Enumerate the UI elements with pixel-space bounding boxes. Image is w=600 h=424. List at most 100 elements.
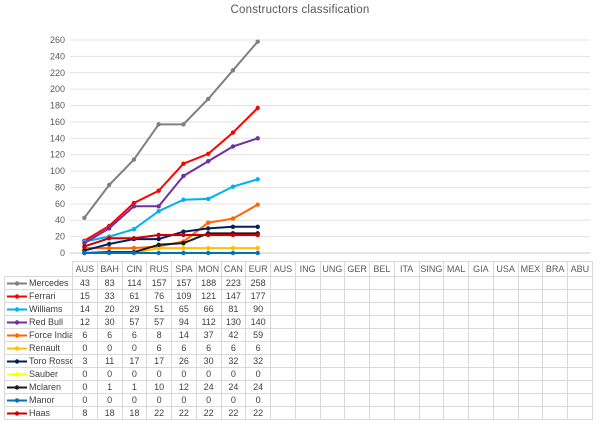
category-header-cell: EUR — [245, 261, 271, 277]
value-cell: 26 — [171, 354, 197, 368]
value-cell: 1 — [96, 380, 123, 394]
empty-cell — [344, 393, 370, 407]
data-point-marker — [156, 204, 161, 209]
y-axis-tick-label: 120 — [50, 150, 65, 160]
line-marker-icon — [14, 410, 20, 416]
empty-cell — [418, 302, 445, 316]
empty-cell — [542, 328, 568, 342]
data-point-marker — [181, 197, 186, 202]
data-point-marker — [230, 130, 236, 135]
value-cell: 0 — [195, 367, 222, 381]
value-cell: 20 — [96, 302, 123, 316]
value-cell: 17 — [121, 354, 148, 368]
empty-cell — [294, 406, 321, 420]
value-cell: 12 — [171, 380, 197, 394]
empty-cell — [492, 289, 519, 303]
value-cell: 114 — [121, 276, 148, 290]
data-point-marker — [230, 250, 236, 256]
data-point-marker — [181, 250, 186, 256]
empty-cell — [270, 315, 296, 329]
category-header-row: AUS BAH CIN RUS SPA MON CAN EUR AUS ING UNG GER BEL I… — [5, 261, 593, 277]
y-axis-tick-label: 180 — [50, 101, 65, 111]
empty-cell — [567, 406, 593, 420]
category-header-cell: MON — [195, 261, 222, 277]
series-legend-key-icon — [7, 358, 27, 364]
empty-cell — [369, 276, 395, 290]
table-row: Manor 0 0 0 0 0 0 0 0 — [4, 393, 593, 407]
empty-cell — [418, 406, 445, 420]
empty-cell — [294, 302, 321, 316]
data-point-marker — [255, 177, 260, 182]
empty-cell — [270, 276, 296, 290]
empty-cell — [468, 380, 494, 394]
data-point-marker — [106, 236, 112, 241]
data-point-marker — [156, 232, 161, 238]
empty-cell — [344, 289, 370, 303]
y-axis-tick-label: 0 — [60, 248, 65, 258]
empty-cell — [468, 406, 494, 420]
empty-cell — [517, 380, 544, 394]
value-cell: 0 — [96, 367, 123, 381]
series-name-label: Renault — [29, 342, 61, 353]
series-legend-cell: Sauber — [4, 367, 73, 381]
empty-cell — [443, 354, 469, 368]
category-header-cell: SPA — [171, 261, 197, 277]
data-point-marker — [230, 216, 236, 221]
value-cell: 76 — [146, 289, 172, 303]
value-cell: 0 — [72, 367, 98, 381]
value-cell: 121 — [195, 289, 222, 303]
data-point-marker — [181, 122, 186, 127]
value-cell: 10 — [146, 380, 172, 394]
data-point-marker — [131, 236, 137, 241]
series-line-haas — [83, 233, 259, 248]
data-point-marker — [82, 250, 87, 256]
series-legend-cell: Red Bull — [4, 315, 73, 329]
empty-cell — [369, 380, 395, 394]
value-cell: 0 — [195, 393, 222, 407]
empty-cell — [369, 289, 395, 303]
category-header-cell: BRA — [542, 261, 568, 277]
empty-cell — [517, 367, 544, 381]
data-point-marker — [230, 184, 236, 189]
empty-cell — [542, 315, 568, 329]
empty-cell — [517, 328, 544, 342]
series-legend-key-icon — [7, 332, 27, 338]
line-marker-icon — [14, 345, 20, 351]
data-point-marker — [205, 151, 211, 157]
empty-cell — [369, 367, 395, 381]
series-name-label: Mclaren — [29, 381, 62, 392]
value-cell: 0 — [72, 393, 98, 407]
table-row: Ferrari 15 33 61 76 109 121 147 177 — [4, 289, 593, 303]
category-header-cell: USA — [492, 261, 519, 277]
value-cell: 140 — [245, 315, 271, 329]
data-point-marker — [156, 250, 161, 256]
empty-cell — [492, 328, 519, 342]
empty-cell — [393, 380, 420, 394]
value-cell: 0 — [220, 367, 247, 381]
value-cell: 43 — [72, 276, 98, 290]
empty-cell — [294, 380, 321, 394]
empty-cell — [294, 341, 321, 355]
empty-cell — [418, 354, 445, 368]
empty-cell — [319, 276, 346, 290]
empty-cell — [567, 393, 593, 407]
category-header-cell: RUS — [146, 261, 172, 277]
empty-cell — [319, 315, 346, 329]
series-line-mercedes — [83, 40, 259, 219]
empty-cell — [567, 289, 593, 303]
data-point-marker — [255, 232, 260, 238]
empty-cell — [393, 367, 420, 381]
empty-cell — [270, 354, 296, 368]
empty-cell — [443, 276, 469, 290]
series-name-label: Manor — [29, 394, 55, 405]
value-cell: 66 — [195, 302, 222, 316]
table-row: Sauber 0 0 0 0 0 0 0 0 — [4, 367, 593, 381]
value-cell: 94 — [171, 315, 197, 329]
value-cell: 37 — [195, 328, 222, 342]
data-point-marker — [106, 250, 112, 256]
empty-cell — [418, 341, 445, 355]
data-point-marker — [131, 204, 137, 209]
empty-cell — [468, 354, 494, 368]
empty-cell — [344, 367, 370, 381]
empty-cell — [270, 328, 296, 342]
